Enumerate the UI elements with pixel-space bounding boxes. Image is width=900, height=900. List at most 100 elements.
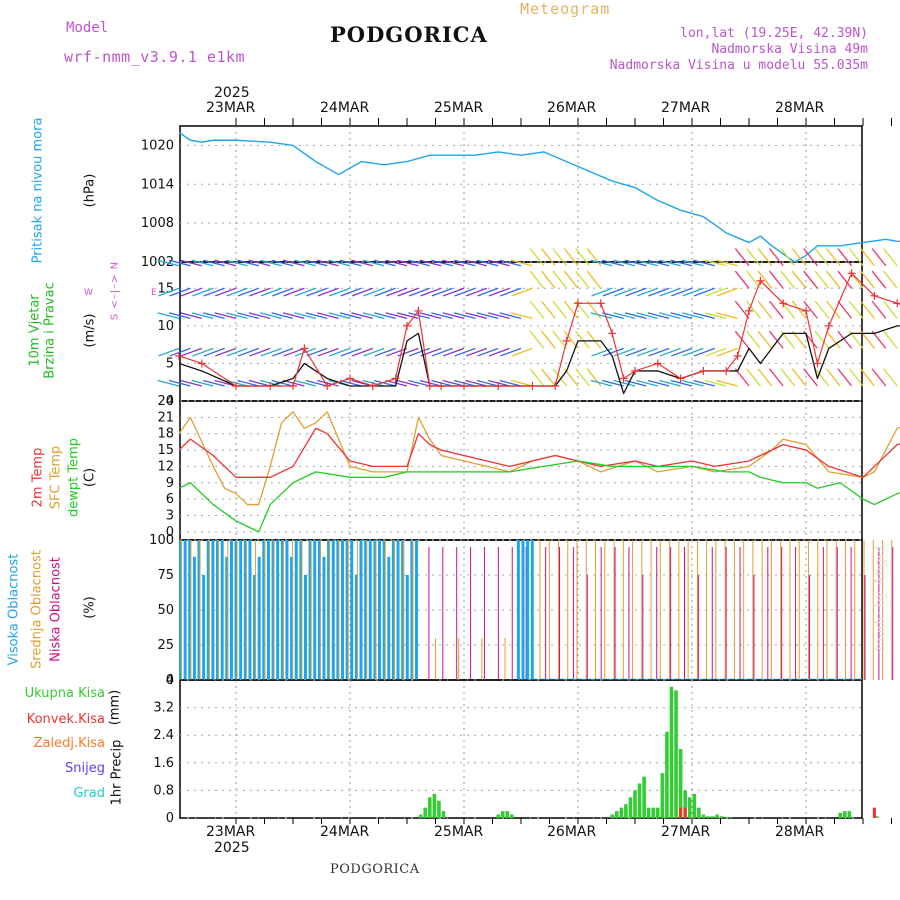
wind-barb — [431, 287, 453, 297]
wind-barb — [636, 312, 658, 319]
wind-barb — [670, 379, 693, 387]
y-tick-label: 75 — [157, 568, 174, 583]
wind-barb — [647, 379, 670, 387]
wind-barb — [586, 270, 602, 289]
cloud-high-bar — [216, 540, 220, 680]
wind-barb — [659, 312, 681, 319]
altitude-label: Nadmorska Visina 49m — [711, 42, 868, 57]
wind-barb — [453, 379, 476, 387]
wind-barb — [476, 312, 499, 319]
panel-frame — [179, 679, 863, 819]
wind-barb — [272, 347, 294, 357]
wind-barb — [214, 312, 237, 319]
wind-barb — [757, 300, 773, 319]
wind-barb — [826, 270, 841, 289]
precip-bar — [500, 811, 505, 818]
precip-bar — [874, 816, 879, 818]
precip-bar — [706, 816, 710, 818]
wind-barb — [294, 259, 316, 267]
wind-barb — [791, 300, 807, 319]
precip-bar — [441, 811, 446, 818]
wind-barb — [510, 259, 533, 267]
wind-barb — [625, 347, 647, 357]
wind-barb — [648, 347, 670, 357]
wind-barb — [563, 248, 579, 267]
wind-barb — [362, 259, 385, 267]
wind-barb — [420, 347, 442, 357]
wind-barb — [826, 248, 841, 267]
wind-barb — [386, 347, 408, 357]
wind-barb — [237, 312, 259, 319]
wind-barb — [769, 270, 784, 289]
wind-barb — [168, 259, 191, 267]
wind-barb — [552, 270, 568, 289]
wind-barb — [704, 259, 727, 267]
wind-barb — [693, 379, 715, 387]
wind-barb — [614, 287, 636, 297]
date-top-26: 26MAR — [547, 100, 597, 116]
wind-barb — [769, 300, 784, 319]
dewpt-line — [178, 460, 900, 533]
wind-barb — [442, 312, 465, 319]
wind-barb — [225, 259, 248, 267]
wind-barb — [488, 259, 510, 267]
cloud-high-bar — [364, 540, 368, 680]
cloud-high-bar — [239, 540, 243, 680]
cloud-high-bar — [188, 540, 192, 680]
wind-barb — [590, 379, 613, 387]
wind-barb — [294, 347, 317, 357]
wind-barb — [317, 259, 339, 267]
precip-bar — [423, 807, 428, 818]
precip-bar — [719, 816, 724, 818]
legend-grad: Grad — [73, 786, 105, 801]
wind-barb — [397, 287, 419, 297]
precip-bar — [437, 800, 441, 818]
precip-bar — [651, 807, 656, 818]
precip-bar — [692, 793, 697, 818]
wind-barb — [860, 248, 875, 267]
wind-barb — [408, 379, 430, 387]
wind-barb — [541, 270, 556, 289]
wind-barb — [734, 300, 750, 319]
wind-barb — [659, 259, 681, 267]
wind-barb — [602, 287, 624, 297]
cloud-high-bar — [234, 540, 238, 680]
wind-barb — [248, 312, 271, 319]
wind-barb — [169, 347, 191, 357]
wind-barb — [351, 312, 373, 319]
wind-barb — [871, 300, 887, 319]
wind-barb — [476, 259, 499, 267]
wind-barb — [203, 312, 225, 319]
wind-barb — [408, 259, 430, 267]
cloud-high-bar — [266, 540, 270, 680]
wind-barb — [328, 312, 351, 319]
wind-barb — [791, 248, 807, 267]
precip-bar — [614, 811, 619, 818]
wind-barb — [757, 330, 773, 349]
wind-barb — [203, 347, 225, 357]
date-top-24: 24MAR — [320, 100, 370, 116]
wind-barb — [363, 287, 385, 297]
wind-barb — [180, 312, 202, 319]
wind-barb — [260, 347, 282, 357]
wind-barb — [283, 287, 305, 297]
wind-barb — [681, 259, 704, 267]
cloud-high-bar — [206, 540, 210, 680]
wind-barb — [803, 300, 818, 319]
wind-barb — [591, 347, 613, 357]
wind-barb — [340, 287, 362, 297]
wind-barb — [431, 347, 453, 357]
date-bottom-28: 28MAR — [775, 824, 825, 840]
wind-barb — [529, 368, 545, 387]
wind-barb — [814, 300, 830, 319]
wind-barb — [746, 330, 761, 349]
precip-bar — [665, 731, 669, 818]
legend-konvek-kisa: Konvek.Kisa — [26, 712, 105, 727]
wind-barb — [226, 287, 248, 297]
cloud-high-bar — [220, 540, 224, 680]
y-tick-label: 4 — [166, 673, 174, 688]
wind-barb — [871, 248, 887, 267]
wind-barb — [734, 368, 750, 387]
wind-barb — [294, 312, 316, 319]
